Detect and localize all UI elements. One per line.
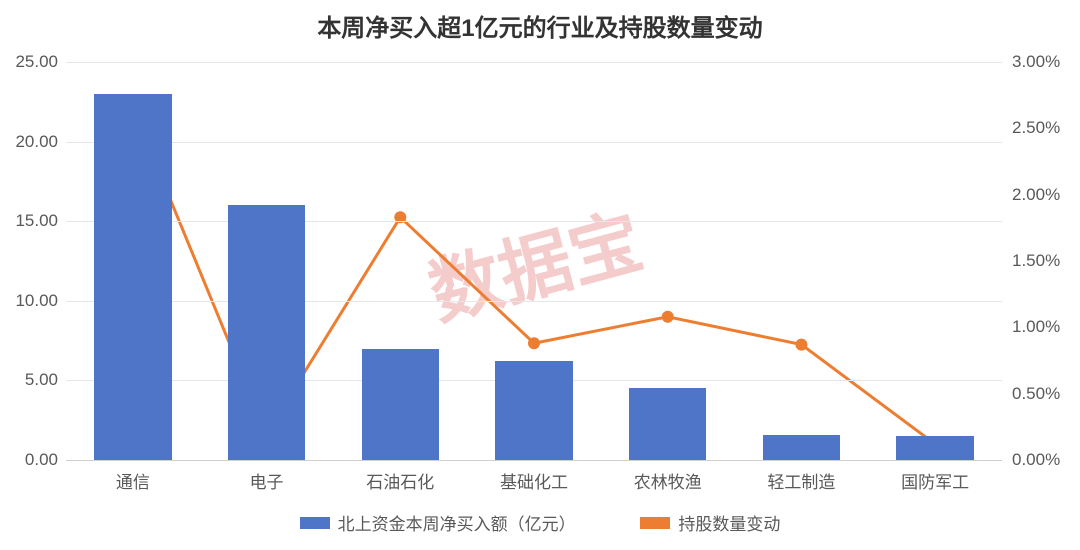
x-tick-label: 轻工制造 bbox=[767, 468, 835, 493]
grid-line bbox=[66, 221, 1002, 222]
legend-label-line: 持股数量变动 bbox=[678, 510, 780, 535]
grid-line bbox=[66, 142, 1002, 143]
legend-swatch-bar bbox=[300, 517, 330, 529]
bar bbox=[763, 435, 841, 460]
bar bbox=[362, 349, 440, 460]
y-right-tick-label: 0.50% bbox=[1012, 384, 1060, 404]
y-left-tick-label: 5.00 bbox=[25, 370, 58, 390]
bar bbox=[896, 436, 974, 460]
line-marker bbox=[662, 311, 674, 323]
bar bbox=[629, 388, 707, 460]
y-right-tick-label: 2.00% bbox=[1012, 185, 1060, 205]
y-right-tick-label: 0.00% bbox=[1012, 450, 1060, 470]
y-left-tick-label: 0.00 bbox=[25, 450, 58, 470]
line-marker bbox=[795, 339, 807, 351]
grid-line bbox=[66, 301, 1002, 302]
x-tick-label: 国防军工 bbox=[901, 468, 969, 493]
legend-label-bar: 北上资金本周净买入额（亿元） bbox=[338, 510, 576, 535]
x-tick-label: 电子 bbox=[250, 468, 284, 493]
y-left-tick-label: 10.00 bbox=[15, 291, 58, 311]
line-marker bbox=[528, 337, 540, 349]
chart-title: 本周净买入超1亿元的行业及持股数量变动 bbox=[0, 8, 1080, 43]
x-tick-label: 石油石化 bbox=[366, 468, 434, 493]
bar bbox=[94, 94, 172, 460]
bar bbox=[228, 205, 306, 460]
y-right-tick-label: 2.50% bbox=[1012, 118, 1060, 138]
y-left-tick-label: 25.00 bbox=[15, 52, 58, 72]
legend: 北上资金本周净买入额（亿元） 持股数量变动 bbox=[0, 510, 1080, 535]
y-left-tick-label: 20.00 bbox=[15, 132, 58, 152]
y-right-tick-label: 3.00% bbox=[1012, 52, 1060, 72]
y-right-tick-label: 1.50% bbox=[1012, 251, 1060, 271]
x-tick-label: 通信 bbox=[116, 468, 150, 493]
grid-line bbox=[66, 62, 1002, 63]
x-tick-label: 基础化工 bbox=[500, 468, 568, 493]
bar bbox=[495, 361, 573, 460]
legend-item-bar: 北上资金本周净买入额（亿元） bbox=[300, 510, 576, 535]
legend-swatch-line bbox=[640, 517, 670, 529]
y-left-tick-label: 15.00 bbox=[15, 211, 58, 231]
plot-area: 数据宝 bbox=[66, 62, 1002, 461]
y-right-tick-label: 1.00% bbox=[1012, 317, 1060, 337]
legend-item-line: 持股数量变动 bbox=[640, 510, 780, 535]
x-tick-label: 农林牧渔 bbox=[634, 468, 702, 493]
chart-container: 本周净买入超1亿元的行业及持股数量变动 数据宝 北上资金本周净买入额（亿元） 持… bbox=[0, 0, 1080, 550]
